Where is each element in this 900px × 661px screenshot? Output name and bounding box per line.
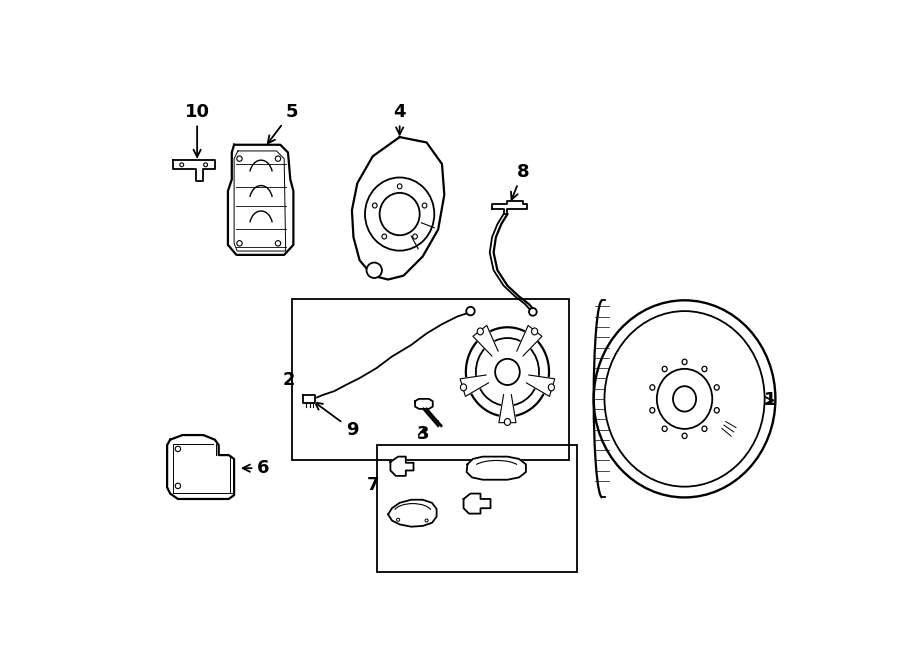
Ellipse shape [682, 433, 687, 438]
Ellipse shape [237, 241, 242, 246]
Ellipse shape [657, 369, 712, 429]
Ellipse shape [529, 308, 536, 316]
Text: 1: 1 [764, 391, 777, 409]
Polygon shape [415, 399, 433, 409]
Ellipse shape [504, 418, 510, 426]
Polygon shape [167, 435, 234, 499]
Ellipse shape [476, 338, 539, 406]
Text: 9: 9 [315, 403, 358, 439]
Polygon shape [472, 325, 498, 356]
Polygon shape [464, 494, 490, 514]
Text: 5: 5 [268, 102, 298, 143]
Bar [376, 445, 577, 572]
Polygon shape [492, 201, 526, 214]
Text: 2: 2 [283, 371, 295, 389]
Ellipse shape [176, 483, 181, 488]
Text: 4: 4 [393, 102, 406, 135]
Ellipse shape [425, 519, 428, 522]
Ellipse shape [422, 203, 427, 208]
Ellipse shape [477, 328, 483, 335]
Ellipse shape [715, 385, 719, 390]
Polygon shape [352, 137, 445, 280]
Polygon shape [388, 500, 436, 527]
Ellipse shape [380, 193, 419, 235]
Polygon shape [526, 375, 554, 397]
Ellipse shape [682, 359, 687, 365]
Ellipse shape [413, 234, 418, 239]
Ellipse shape [605, 311, 765, 486]
Polygon shape [173, 160, 215, 181]
Polygon shape [391, 457, 413, 476]
Bar [292, 299, 569, 461]
Ellipse shape [662, 366, 667, 371]
Ellipse shape [466, 327, 549, 416]
Ellipse shape [176, 446, 181, 451]
Ellipse shape [365, 178, 435, 251]
Ellipse shape [594, 300, 776, 498]
Ellipse shape [715, 408, 719, 413]
Polygon shape [228, 145, 293, 255]
Ellipse shape [650, 408, 655, 413]
Ellipse shape [702, 426, 707, 432]
Ellipse shape [650, 385, 655, 390]
Ellipse shape [373, 203, 377, 208]
Ellipse shape [366, 262, 382, 278]
Ellipse shape [466, 307, 474, 315]
Ellipse shape [532, 328, 537, 335]
Ellipse shape [275, 156, 281, 161]
Ellipse shape [397, 518, 400, 522]
Ellipse shape [673, 386, 696, 412]
Ellipse shape [548, 384, 554, 391]
Ellipse shape [382, 234, 387, 239]
Polygon shape [303, 395, 315, 403]
Text: 10: 10 [184, 102, 210, 157]
Ellipse shape [461, 384, 466, 391]
Text: 8: 8 [511, 163, 529, 200]
Ellipse shape [662, 426, 667, 432]
Ellipse shape [237, 156, 242, 161]
Polygon shape [460, 375, 489, 397]
Ellipse shape [180, 163, 184, 167]
Ellipse shape [397, 184, 402, 189]
Text: 3: 3 [417, 424, 429, 442]
Text: 6: 6 [243, 459, 270, 477]
Polygon shape [499, 395, 516, 422]
Ellipse shape [495, 359, 520, 385]
Ellipse shape [203, 163, 208, 167]
Ellipse shape [702, 366, 707, 371]
Polygon shape [466, 457, 526, 480]
Text: 7: 7 [367, 476, 380, 494]
Polygon shape [517, 325, 542, 356]
Ellipse shape [275, 241, 281, 246]
